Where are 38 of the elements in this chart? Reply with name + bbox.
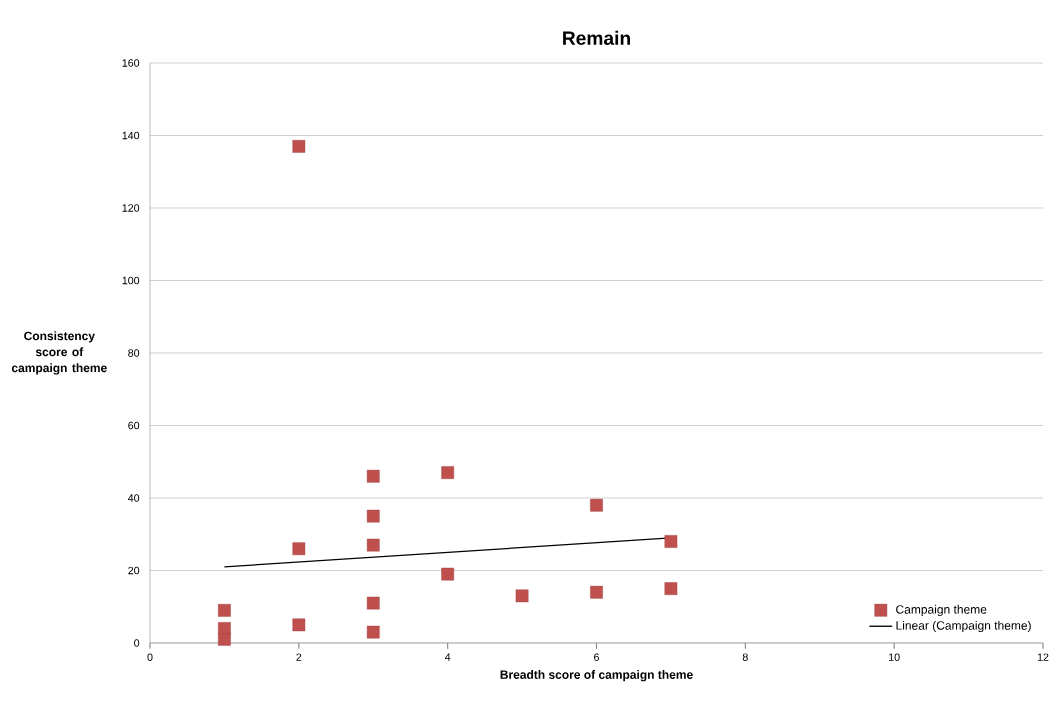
- point: [664, 535, 678, 548]
- x-tick-label: 6: [594, 653, 599, 661]
- legend-label: Campaign theme: [896, 604, 987, 617]
- y-tick-label: 40: [127, 494, 140, 502]
- point: [366, 625, 380, 639]
- y-tick-label: 140: [122, 131, 140, 140]
- point: [515, 589, 529, 603]
- point: [292, 542, 306, 556]
- y-axis-title: Consistency score of campaign theme: [11, 331, 107, 375]
- y-tick-label: 20: [128, 566, 140, 575]
- point: [218, 604, 231, 617]
- point: [366, 509, 380, 523]
- point: [292, 618, 306, 632]
- point: [664, 582, 678, 595]
- y-tick-label: 80: [128, 349, 140, 357]
- point: [366, 596, 380, 610]
- chart-title: Remain: [563, 30, 630, 45]
- legend-label: Linear (Campaign theme): [896, 620, 1031, 633]
- point: [292, 140, 306, 153]
- point: [218, 633, 231, 646]
- y-tick-label: 0: [134, 639, 140, 647]
- y-tick-label: 160: [122, 59, 140, 67]
- y-tick-label: 100: [122, 276, 140, 285]
- point: [366, 469, 380, 483]
- y-tick-label: 120: [122, 204, 140, 212]
- x-tick-label: 2: [296, 653, 302, 661]
- x-tick-label: 12: [1037, 653, 1049, 661]
- point: [441, 567, 455, 581]
- x-tick-label: 0: [147, 653, 153, 661]
- x-tick-label: 8: [742, 653, 748, 661]
- x-axis-title: Breadth score of campaign theme: [500, 670, 693, 682]
- point: [366, 538, 380, 552]
- x-tick-label: 10: [889, 653, 900, 661]
- y-tick-label: 60: [128, 421, 140, 430]
- x-tick-label: 4: [444, 653, 451, 661]
- point: [441, 466, 455, 479]
- point: [590, 498, 603, 512]
- point: [590, 585, 603, 599]
